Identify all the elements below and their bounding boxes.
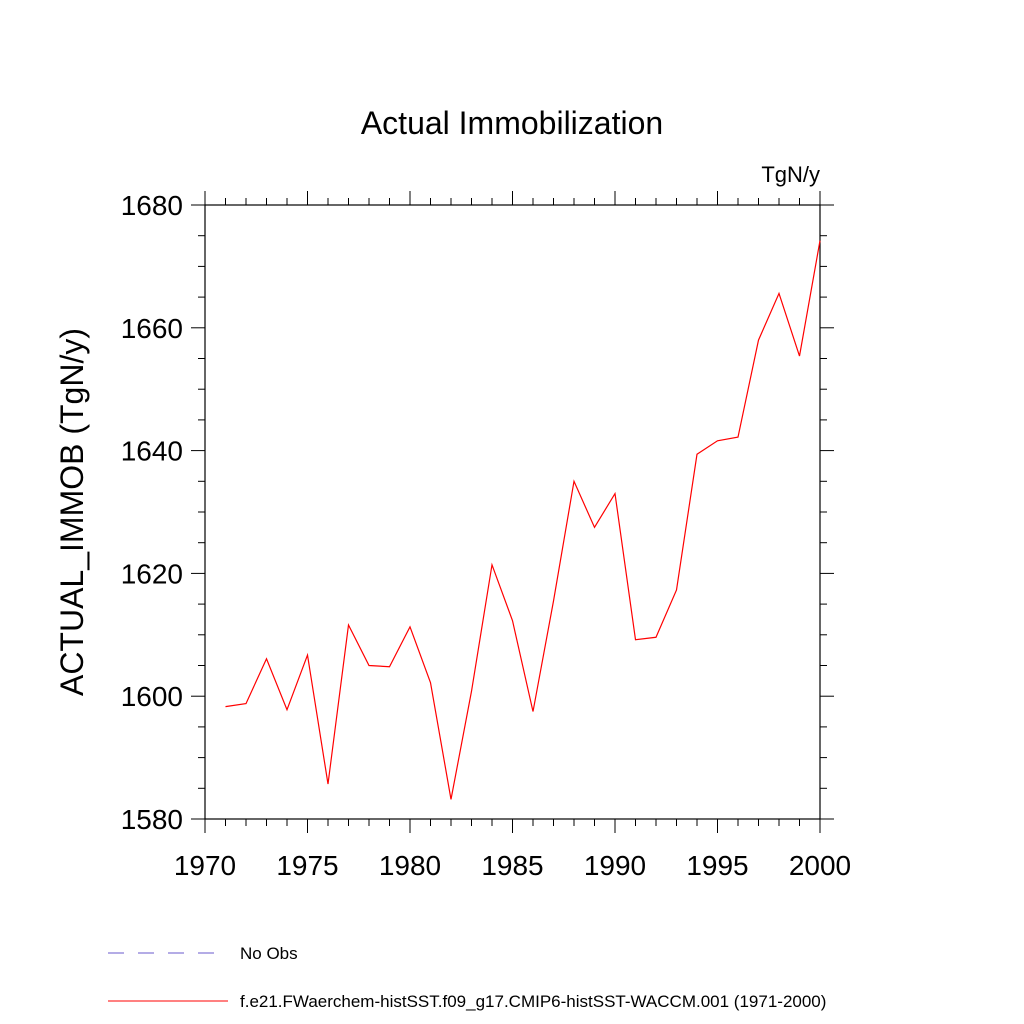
plot-area: 1970 1975 1980 1985 1990 1995 2000 1580 1600 1620… xyxy=(121,190,851,881)
y-axis-label: ACTUAL_IMMOB (TgN/y) xyxy=(54,328,90,696)
plot-frame xyxy=(204,204,821,820)
x-tick-label: 2000 xyxy=(789,850,851,881)
x-tick-label: 1985 xyxy=(481,850,543,881)
y-tick-label: 1600 xyxy=(121,681,183,712)
chart-title: Actual Immobilization xyxy=(361,105,663,141)
x-tick-label: 1970 xyxy=(174,850,236,881)
y-tick-label: 1660 xyxy=(121,313,183,344)
x-tick-label: 1980 xyxy=(379,850,441,881)
y-tick-label: 1620 xyxy=(121,558,183,589)
legend-label: No Obs xyxy=(240,944,298,963)
x-tick-label: 1975 xyxy=(276,850,338,881)
y-tick-label: 1580 xyxy=(121,804,183,835)
x-tick-label: 1990 xyxy=(584,850,646,881)
legend-label: f.e21.FWaerchem-histSST.f09_g17.CMIP6-hi… xyxy=(240,992,826,1011)
x-tick-label: 1995 xyxy=(686,850,748,881)
y-tick-label: 1640 xyxy=(121,436,183,467)
y-tick-label: 1680 xyxy=(121,190,183,221)
units-label: TgN/y xyxy=(761,162,820,187)
legend: No Obs f.e21.FWaerchem-histSST.f09_g17.CM… xyxy=(108,944,826,1011)
series-line xyxy=(225,240,821,800)
